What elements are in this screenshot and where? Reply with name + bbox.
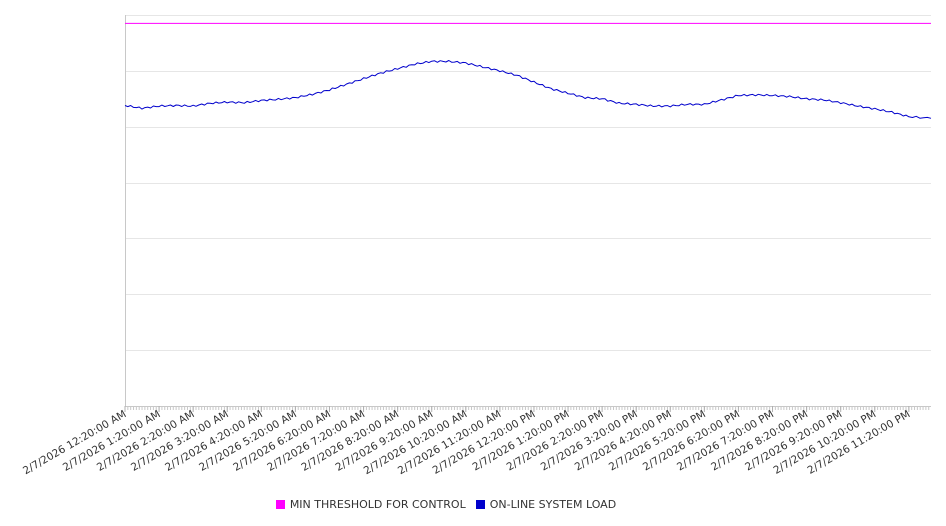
grid-lines <box>125 15 931 351</box>
series-line-system-load <box>124 60 932 119</box>
legend-label-system-load: ON-LINE SYSTEM LOAD <box>489 498 617 511</box>
legend-item-system-load[interactable]: ON-LINE SYSTEM LOAD <box>475 498 617 511</box>
series-lines <box>124 22 932 119</box>
x-tick-labels: 2/7/2026 12:20:00 AM2/7/2026 1:20:00 AM2… <box>21 408 912 477</box>
legend-swatch-threshold <box>275 500 285 509</box>
legend-item-threshold[interactable]: MIN THRESHOLD FOR CONTROL <box>275 498 466 511</box>
legend: MIN THRESHOLD FOR CONTROL ON-LINE SYSTEM… <box>0 498 892 511</box>
legend-swatch-system-load <box>475 500 485 509</box>
legend-label-threshold: MIN THRESHOLD FOR CONTROL <box>289 498 466 511</box>
axes <box>124 15 931 412</box>
